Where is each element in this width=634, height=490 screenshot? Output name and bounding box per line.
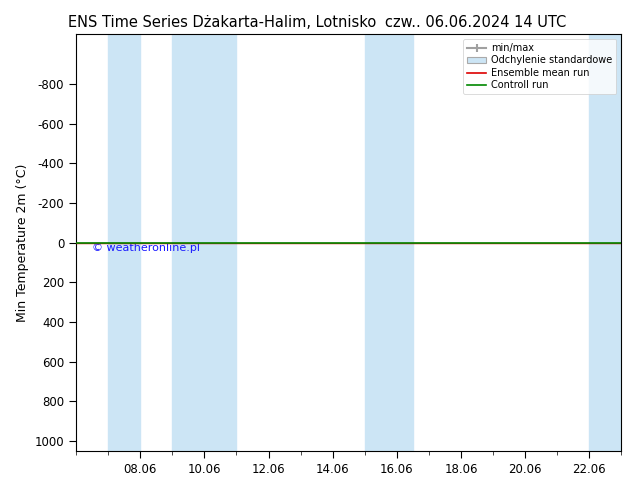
Text: © weatheronline.pl: © weatheronline.pl — [92, 243, 200, 252]
Text: ENS Time Series Dżakarta-Halim, Lotnisko: ENS Time Series Dżakarta-Halim, Lotnisko — [68, 15, 376, 30]
Y-axis label: Min Temperature 2m (°C): Min Temperature 2m (°C) — [16, 163, 29, 322]
Bar — [108, 34, 140, 451]
Bar — [589, 34, 621, 451]
Legend: min/max, Odchylenie standardowe, Ensemble mean run, Controll run: min/max, Odchylenie standardowe, Ensembl… — [463, 39, 616, 94]
Bar — [172, 34, 236, 451]
Bar — [365, 34, 413, 451]
Text: czw.. 06.06.2024 14 UTC: czw.. 06.06.2024 14 UTC — [385, 15, 566, 30]
